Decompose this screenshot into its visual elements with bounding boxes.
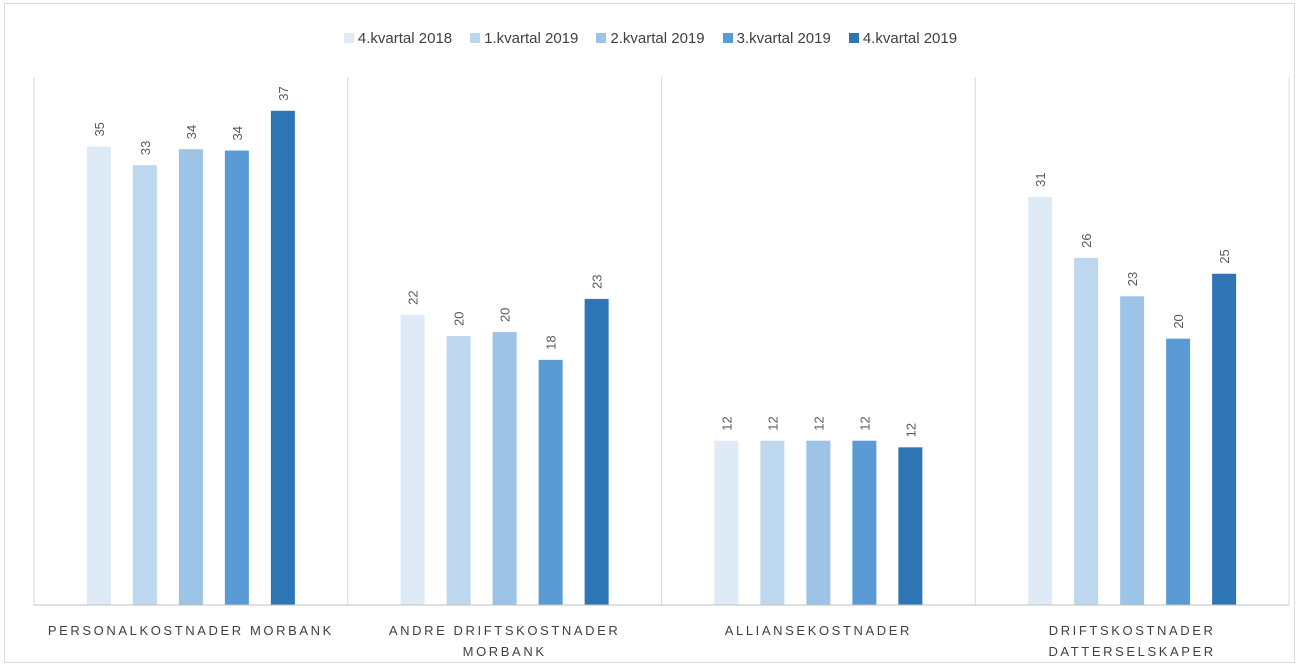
data-label: 23 <box>590 274 605 288</box>
data-label: 12 <box>857 416 872 430</box>
data-label: 31 <box>1033 172 1048 186</box>
bar <box>1028 196 1053 605</box>
legend-label: 1.kvartal 2019 <box>484 29 579 47</box>
data-label: 20 <box>498 308 513 322</box>
bar <box>898 447 923 605</box>
bar <box>132 165 157 605</box>
bar <box>852 440 877 605</box>
data-label: 25 <box>1217 249 1232 263</box>
category-label: DRIFTSKOSTNADER DATTERSELSKAPER <box>1048 623 1216 659</box>
bar <box>584 298 609 605</box>
bar <box>224 150 249 605</box>
category-label: ALLIANSEKOSTNADER <box>724 623 912 638</box>
data-label: 34 <box>230 126 245 140</box>
legend-item: 4.kvartal 2018 <box>343 29 453 47</box>
bar <box>1120 296 1145 605</box>
legend-swatch <box>343 33 354 43</box>
category-label: ANDRE DRIFTSKOSTNADER MORBANK <box>388 623 621 659</box>
bar <box>178 149 203 605</box>
data-label: 12 <box>903 423 918 437</box>
legend-label: 4.kvartal 2019 <box>862 29 958 47</box>
bar <box>446 336 471 605</box>
data-label: 18 <box>544 335 559 349</box>
legend: 4.kvartal 2018 1.kvartal 2019 2.kvartal 20… <box>0 26 1301 50</box>
bar <box>400 314 425 605</box>
data-label: 33 <box>138 141 153 155</box>
legend-item: 1.kvartal 2019 <box>470 30 578 47</box>
data-label: 35 <box>92 122 107 136</box>
bar <box>86 146 111 606</box>
data-label: 22 <box>406 290 421 304</box>
legend-label: 4.kvartal 2018 <box>357 29 453 47</box>
legend-item: 2.kvartal 2019 <box>596 29 705 47</box>
legend-label: 2.kvartal 2019 <box>610 29 705 47</box>
bar <box>492 332 517 605</box>
legend-item: 3.kvartal 2019 <box>722 29 831 47</box>
data-label: 12 <box>765 416 780 430</box>
data-label: 34 <box>184 125 199 139</box>
data-label: 20 <box>1171 314 1186 328</box>
legend-swatch <box>470 33 481 43</box>
data-label: 23 <box>1125 272 1140 286</box>
data-label: 37 <box>276 86 291 100</box>
data-label: 12 <box>811 416 826 430</box>
bar <box>714 440 739 605</box>
bar <box>806 440 831 605</box>
data-label: 12 <box>719 416 734 430</box>
bar <box>1166 338 1191 605</box>
legend-swatch <box>848 33 859 43</box>
bar <box>1074 257 1099 605</box>
legend-swatch <box>722 33 733 43</box>
bar <box>760 440 785 605</box>
bar <box>1212 273 1237 605</box>
data-label: 20 <box>452 312 467 326</box>
bar <box>270 110 295 606</box>
legend-item: 4.kvartal 2019 <box>848 29 958 47</box>
category-label: PERSONALKOSTNADER MORBANK <box>47 623 334 638</box>
legend-label: 3.kvartal 2019 <box>736 29 831 47</box>
data-label: 26 <box>1079 233 1094 247</box>
legend-swatch <box>596 33 607 43</box>
bar <box>538 359 563 605</box>
